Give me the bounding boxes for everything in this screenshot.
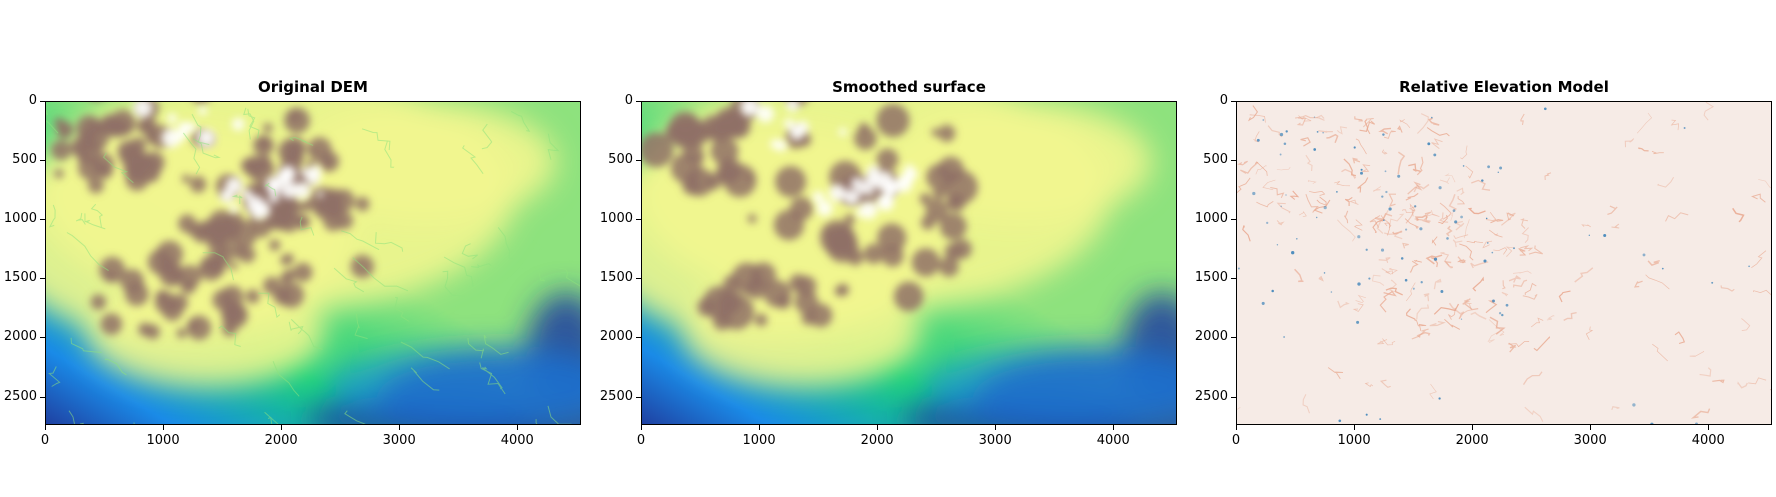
y-tick-mark bbox=[636, 337, 641, 339]
x-tick-mark bbox=[163, 425, 165, 430]
x-tick-mark bbox=[877, 425, 879, 430]
x-tick-label: 4000 bbox=[500, 433, 534, 448]
y-tick-label: 1000 bbox=[3, 211, 37, 227]
terrain-ridges bbox=[50, 102, 375, 341]
dem-image bbox=[46, 102, 580, 424]
x-tick-label: 0 bbox=[1231, 433, 1241, 448]
x-tick-label: 3000 bbox=[1573, 433, 1607, 448]
y-tick-label: 1000 bbox=[1194, 211, 1228, 227]
axes-smoothed-surface: 0 1000 2000 3000 4000 0 500 1000 1500 2000 2500 bbox=[600, 93, 1177, 448]
y-tick-label: 0 bbox=[1219, 93, 1228, 108]
terrain-peaks bbox=[133, 102, 324, 220]
y-tick-mark bbox=[1231, 396, 1236, 398]
plot-area-original-dem bbox=[45, 101, 581, 425]
y-tick-mark bbox=[1231, 101, 1236, 102]
x-tick-mark bbox=[45, 425, 46, 430]
terrain-peaks bbox=[740, 102, 918, 220]
y-tick-mark bbox=[636, 160, 641, 162]
y-tick-mark bbox=[636, 396, 641, 398]
panel-smoothed-surface: Smoothed surface 0 1000 2000 3000 4000 0 500 10… bbox=[0, 0, 1177, 497]
y-tick-mark bbox=[636, 278, 641, 280]
x-tick-label: 4000 bbox=[1096, 433, 1130, 448]
rem-channels bbox=[1237, 102, 1771, 422]
x-tick-mark bbox=[995, 425, 997, 430]
plot-area-smoothed-surface bbox=[641, 101, 1177, 425]
x-tick-mark bbox=[1590, 425, 1592, 430]
terrain-drainage bbox=[46, 107, 580, 424]
y-tick-label: 0 bbox=[624, 93, 633, 108]
smoothed-image bbox=[642, 102, 1176, 424]
y-tick-mark bbox=[1231, 337, 1236, 339]
y-tick-mark bbox=[40, 278, 45, 280]
y-tick-label: 500 bbox=[12, 152, 37, 168]
x-tick-mark bbox=[517, 425, 519, 430]
x-tick-label: 1000 bbox=[146, 433, 180, 448]
y-tick-label: 2500 bbox=[599, 388, 633, 404]
y-tick-label: 1500 bbox=[1194, 270, 1228, 286]
plot-area-relative-elevation-model bbox=[1236, 101, 1772, 425]
y-tick-label: 500 bbox=[1203, 152, 1228, 168]
y-tick-label: 2000 bbox=[1194, 329, 1228, 345]
y-tick-mark bbox=[40, 101, 45, 102]
x-tick-label: 0 bbox=[636, 433, 646, 448]
y-tick-mark bbox=[40, 396, 45, 398]
y-tick-label: 2500 bbox=[3, 388, 37, 404]
x-tick-mark bbox=[641, 425, 642, 430]
y-tick-mark bbox=[1231, 219, 1236, 221]
x-tick-label: 3000 bbox=[978, 433, 1012, 448]
x-tick-label: 2000 bbox=[264, 433, 298, 448]
y-tick-label: 1500 bbox=[3, 270, 37, 286]
y-tick-mark bbox=[40, 160, 45, 162]
y-tick-mark bbox=[1231, 160, 1236, 162]
rem-base bbox=[1237, 102, 1771, 424]
y-tick-label: 0 bbox=[28, 93, 37, 108]
y-tick-mark bbox=[636, 219, 641, 221]
panel-title: Original DEM bbox=[258, 78, 368, 96]
rem-image bbox=[1237, 102, 1771, 424]
y-tick-label: 2000 bbox=[3, 329, 37, 345]
axes-original-dem: 0 1000 2000 3000 4000 0 500 1000 1500 2000 2500 bbox=[4, 93, 581, 448]
y-tick-label: 500 bbox=[608, 152, 633, 168]
x-tick-mark bbox=[759, 425, 761, 430]
axes-relative-elevation-model: 0 1000 2000 3000 4000 0 500 1000 1500 2000 2500 bbox=[1195, 93, 1772, 448]
y-tick-label: 1500 bbox=[599, 270, 633, 286]
y-tick-mark bbox=[40, 219, 45, 221]
x-tick-mark bbox=[1113, 425, 1115, 430]
y-tick-mark bbox=[636, 101, 641, 102]
x-tick-label: 0 bbox=[40, 433, 50, 448]
x-tick-mark bbox=[1354, 425, 1356, 430]
y-tick-mark bbox=[1231, 278, 1236, 280]
x-tick-label: 2000 bbox=[860, 433, 894, 448]
y-tick-mark bbox=[40, 337, 45, 339]
x-tick-mark bbox=[1708, 425, 1710, 430]
x-tick-label: 2000 bbox=[1455, 433, 1489, 448]
y-tick-label: 2500 bbox=[1194, 388, 1228, 404]
y-tick-label: 1000 bbox=[599, 211, 633, 227]
panel-title: Smoothed surface bbox=[832, 78, 986, 96]
terrain-ridges bbox=[642, 102, 978, 331]
rem-depressions bbox=[1237, 107, 1750, 424]
x-tick-label: 3000 bbox=[382, 433, 416, 448]
panel-title: Relative Elevation Model bbox=[1399, 78, 1609, 96]
x-tick-label: 4000 bbox=[1691, 433, 1725, 448]
x-tick-label: 1000 bbox=[742, 433, 776, 448]
x-tick-mark bbox=[399, 425, 401, 430]
x-tick-mark bbox=[281, 425, 283, 430]
x-tick-mark bbox=[1472, 425, 1474, 430]
x-tick-mark bbox=[1236, 425, 1237, 430]
panel-original-dem: Original DEM 0 1000 2000 3000 4000 0 500 1000 15… bbox=[0, 0, 592, 497]
y-tick-label: 2000 bbox=[599, 329, 633, 345]
x-tick-label: 1000 bbox=[1337, 433, 1371, 448]
